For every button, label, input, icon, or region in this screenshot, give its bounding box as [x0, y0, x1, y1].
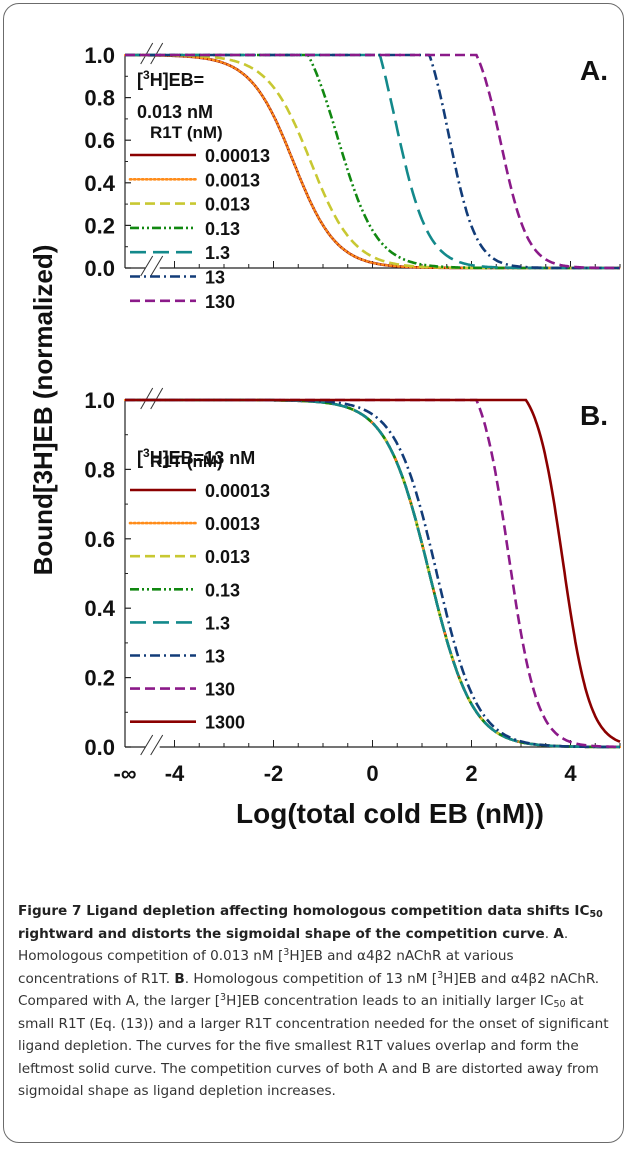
y-tick-label: 0.6 [84, 527, 115, 552]
concentration-annotation: [3H]EB= [137, 68, 204, 90]
annotation-text: H]EB=13 nM [150, 448, 256, 468]
y-tick-label: 0.8 [84, 86, 115, 111]
caption-panel-b: B [174, 970, 185, 987]
series-line [125, 53, 620, 270]
y-tick-label: 0.6 [84, 128, 115, 153]
panel-b: 0.0 0.2 0.4 0.6 0.8 1.0 R1T (nM) 0.00013 0.0013 0… [84, 387, 622, 829]
y-tick-label: 0.2 [84, 666, 115, 691]
axis-break-mark [140, 387, 154, 410]
series-line [125, 53, 620, 270]
legend-label: 0.0013 [205, 170, 260, 190]
y-tick-label: 0.2 [84, 213, 115, 238]
legend-label: 13 [205, 647, 225, 667]
legend-label: 13 [205, 268, 225, 288]
legend-label: 0.13 [205, 580, 240, 600]
caption-sub2: 50 [553, 999, 566, 1010]
legend-label: 1.3 [205, 613, 230, 633]
x-tick-label: 2 [465, 761, 477, 786]
x-axis-title: Log(total cold EB (nM)) [236, 798, 544, 829]
panel-label: A. [580, 55, 608, 86]
concentration-annotation-line2: 0.013 nM [137, 102, 213, 122]
y-tick-label: 1.0 [84, 388, 115, 413]
axis-break-mark [150, 255, 164, 277]
axis-break-mark [150, 734, 164, 756]
legend-title: R1T (nM) [150, 452, 223, 471]
legend-label: 0.013 [205, 195, 250, 215]
y-tick-label: 0.0 [84, 735, 115, 760]
x-tick-label: -∞ [113, 761, 136, 786]
caption-text-a1: . Homologous competition of 0.013 nM [ [18, 925, 569, 965]
caption-text-b2: H]EB and α4β2 nAChR. Compared with A, th… [18, 970, 600, 1010]
figure-caption: Figure 7 Ligand depletion affecting homo… [18, 900, 618, 1103]
y-tick-label: 0.0 [84, 256, 115, 281]
axis-break-mark [140, 255, 154, 277]
caption-sup2: 3 [437, 969, 444, 981]
series-line [125, 398, 621, 743]
legend-label: 130 [205, 680, 235, 700]
legend-label: 0.013 [205, 547, 250, 567]
annotation-superscript: 3 [143, 446, 150, 460]
figure-frame [3, 3, 624, 1143]
legend-label: 0.00013 [205, 146, 270, 166]
axis-break-gap [145, 262, 160, 274]
caption-title-sub: 50 [589, 909, 603, 920]
legend-label: 1300 [205, 713, 245, 733]
axis-break-mark [140, 734, 154, 756]
annotation-bracket: [ [137, 70, 143, 90]
series-line [125, 53, 620, 270]
caption-title-b: rightward and distorts the sigmoidal sha… [18, 925, 545, 942]
legend-label: 0.00013 [205, 481, 270, 501]
panel-label: B. [580, 400, 608, 431]
caption-title-a: Ligand depletion affecting homologous co… [81, 903, 590, 919]
x-tick-label: 4 [564, 761, 577, 786]
legend-label: 1.3 [205, 243, 230, 263]
caption-panel-a: A [553, 925, 564, 942]
annotation-bracket: [ [137, 448, 143, 468]
y-tick-label: 0.8 [84, 457, 115, 482]
x-tick-label: 0 [366, 761, 378, 786]
y-tick-label: 0.4 [84, 171, 115, 196]
caption-sup1: 3 [283, 947, 290, 958]
axis-break-mark [140, 42, 154, 65]
annotation-text: H]EB= [150, 70, 205, 90]
caption-text-b3: H]EB concentration leads to an initially… [226, 993, 554, 1009]
x-tick-label: -2 [264, 761, 284, 786]
legend-label: 130 [205, 292, 235, 312]
caption-text-b4: at small R1T (Eq. (13)) and a larger R1T… [18, 993, 609, 1099]
y-tick-label: 0.4 [84, 596, 115, 621]
axis-break-mark [150, 387, 164, 410]
x-tick-label: -4 [165, 761, 185, 786]
legend-title: R1T (nM) [150, 123, 223, 142]
y-tick-label: 1.0 [84, 43, 115, 68]
legend-label: 0.0013 [205, 514, 260, 534]
panel-a: 0.0 0.2 0.4 0.6 0.8 1.0 R1T (nM) 0.00013 0.0013 0… [84, 42, 622, 312]
annotation-superscript: 3 [143, 68, 150, 82]
caption-text-a2: H]EB and α4β2 nAChR at various concentra… [18, 948, 514, 987]
y-axis-title: Bound[3H]EB (normalized) [28, 245, 58, 576]
axis-break-gap [145, 741, 160, 753]
caption-figure-label: Figure 7 [18, 903, 82, 919]
axis-break-mark [150, 42, 164, 65]
caption-text-b1: . Homologous competition of 13 nM [ [184, 970, 438, 987]
caption-dot: . [544, 925, 554, 942]
concentration-annotation: [3H]EB=13 nM [137, 446, 255, 468]
caption-sup3: 3 [220, 992, 227, 1003]
legend-label: 0.13 [205, 219, 240, 239]
